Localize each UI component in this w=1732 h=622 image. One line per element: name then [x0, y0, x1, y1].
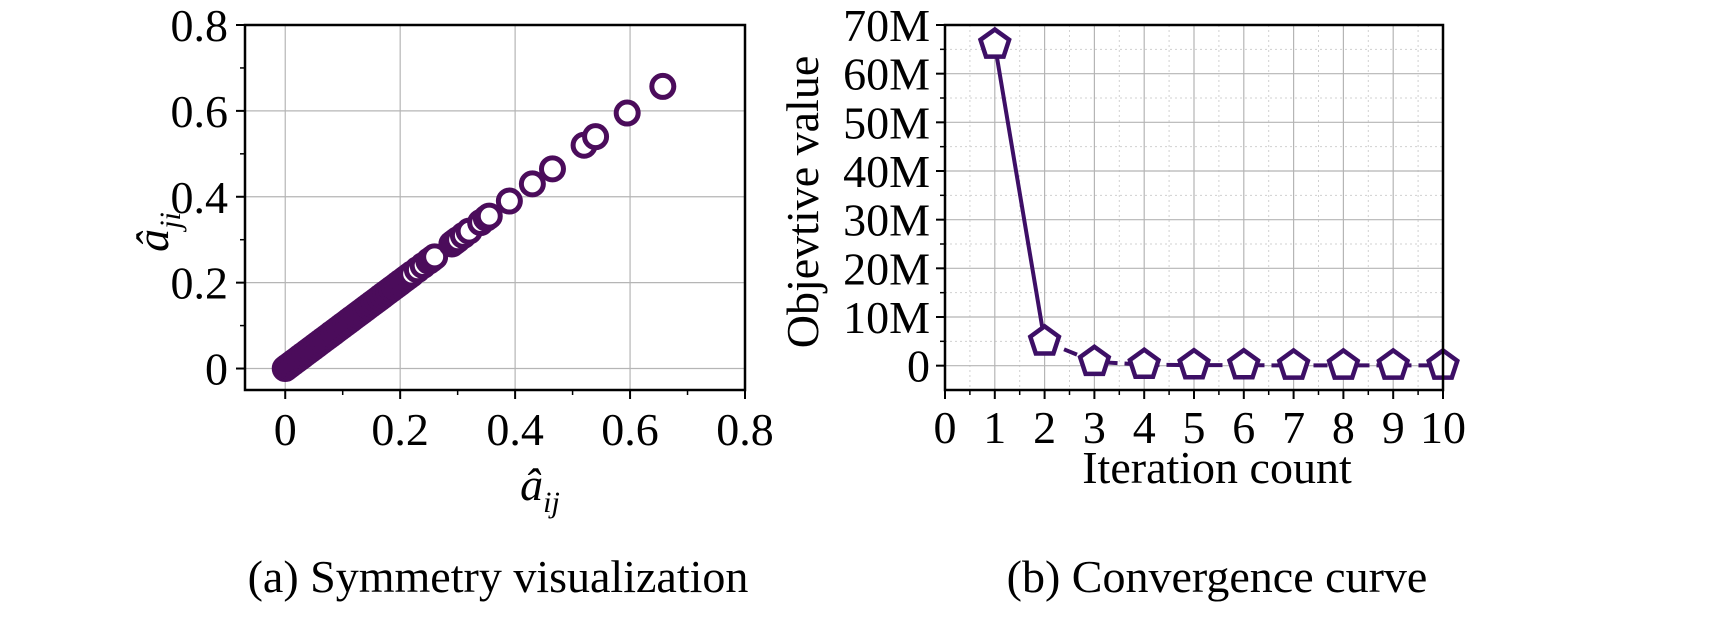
panel-b-x-tick-label: 6 [1232, 402, 1255, 453]
x-label-subscript: ij [543, 486, 560, 519]
series-marker [1127, 346, 1162, 380]
series-marker [1177, 347, 1211, 380]
panel-a-x-tick-label: 0 [274, 404, 297, 455]
panel-b-y-tick-label: 10M [843, 292, 930, 343]
series-line-segment [992, 44, 1047, 342]
panel-a-y-tick-label: 0.8 [171, 0, 229, 51]
panel-a-y-tick-label: 0.2 [171, 258, 229, 309]
panel-b-x-tick-label: 8 [1332, 402, 1355, 453]
scatter-point [649, 72, 677, 100]
panel-a-x-axis-label: âij [520, 459, 560, 519]
panel-a-frame [243, 23, 747, 392]
series-marker [1276, 347, 1311, 380]
panel-b-y-axis-label: Objevtive value [777, 56, 828, 349]
panel-b-y-tick-label: 20M [843, 243, 930, 294]
panel-a-x-tick-label: 0.8 [716, 404, 774, 455]
panel-b-y-tick-label: 70M [843, 0, 930, 51]
scatter-point [538, 155, 566, 183]
panel-b-y-tick-label: 0 [907, 341, 930, 392]
series-marker [977, 26, 1012, 59]
panel-b-x-tick-label: 5 [1183, 402, 1206, 453]
y-label-subscript: ji [154, 212, 187, 233]
panel-b-x-tick-label: 3 [1083, 402, 1106, 453]
panel-a-x-tick-label: 0.6 [601, 404, 659, 455]
scatter-point [495, 187, 523, 215]
panel-b-x-tick-label: 0 [934, 402, 957, 453]
panel-a-y-tick-label: 0.4 [171, 172, 229, 223]
symmetry-scatter-panel: 0 0.2 0.4 0.6 0.800.20.40.60.8 âij âji (a) S… [127, 0, 774, 602]
scatter-point [613, 99, 641, 127]
panel-b-x-tick-label: 9 [1382, 402, 1405, 453]
panel-b-caption: (b) Convergence curve [1007, 551, 1428, 602]
series-marker [1326, 347, 1361, 380]
series-line-dashed [1043, 339, 1443, 368]
panel-a-y-axis-label: âji [127, 212, 187, 252]
panel-a-y-tick-label: 0 [205, 344, 228, 395]
y-label-base: â [127, 229, 178, 252]
panel-a-x-tick-label: 0.4 [486, 404, 544, 455]
scatter-point [421, 243, 449, 271]
panel-a-caption: (a) Symmetry visualization [248, 551, 749, 602]
panel-b-series [977, 26, 1460, 380]
panel-b-x-axis-label: Iteration count [1082, 442, 1352, 493]
panel-b-x-tick-label: 7 [1282, 402, 1305, 453]
scatter-point [582, 123, 610, 151]
panel-b-y-tick-label: 30M [843, 195, 930, 246]
series-marker [1226, 347, 1261, 380]
panel-b-y-tick-label: 50M [843, 97, 930, 148]
series-marker [1027, 323, 1062, 356]
scatter-point [475, 202, 503, 230]
panel-a-y-tick-label: 0.6 [171, 86, 229, 137]
series-marker [1376, 347, 1411, 380]
panel-a-ticks: 0 0.2 0.4 0.6 0.8 0 0.2 0.4 0.6 0.8 [171, 0, 774, 455]
panel-b-x-tick-label: 1 [983, 402, 1006, 453]
panel-b-y-tick-label: 40M [843, 146, 930, 197]
panel-a-points [271, 72, 677, 383]
panel-b-x-tick-label: 4 [1133, 402, 1156, 453]
panel-b-x-tick-label: 2 [1033, 402, 1056, 453]
panel-b-y-tick-label: 60M [843, 49, 930, 100]
panel-b-frame [943, 23, 1445, 392]
x-label-base: â [520, 459, 543, 510]
series-marker [1077, 344, 1112, 377]
panel-b-x-tick-label: 10 [1420, 402, 1466, 453]
panel-a-x-tick-label: 0.2 [371, 404, 429, 455]
panel-b-grid [944, 24, 1444, 390]
scatter-point [518, 170, 546, 198]
